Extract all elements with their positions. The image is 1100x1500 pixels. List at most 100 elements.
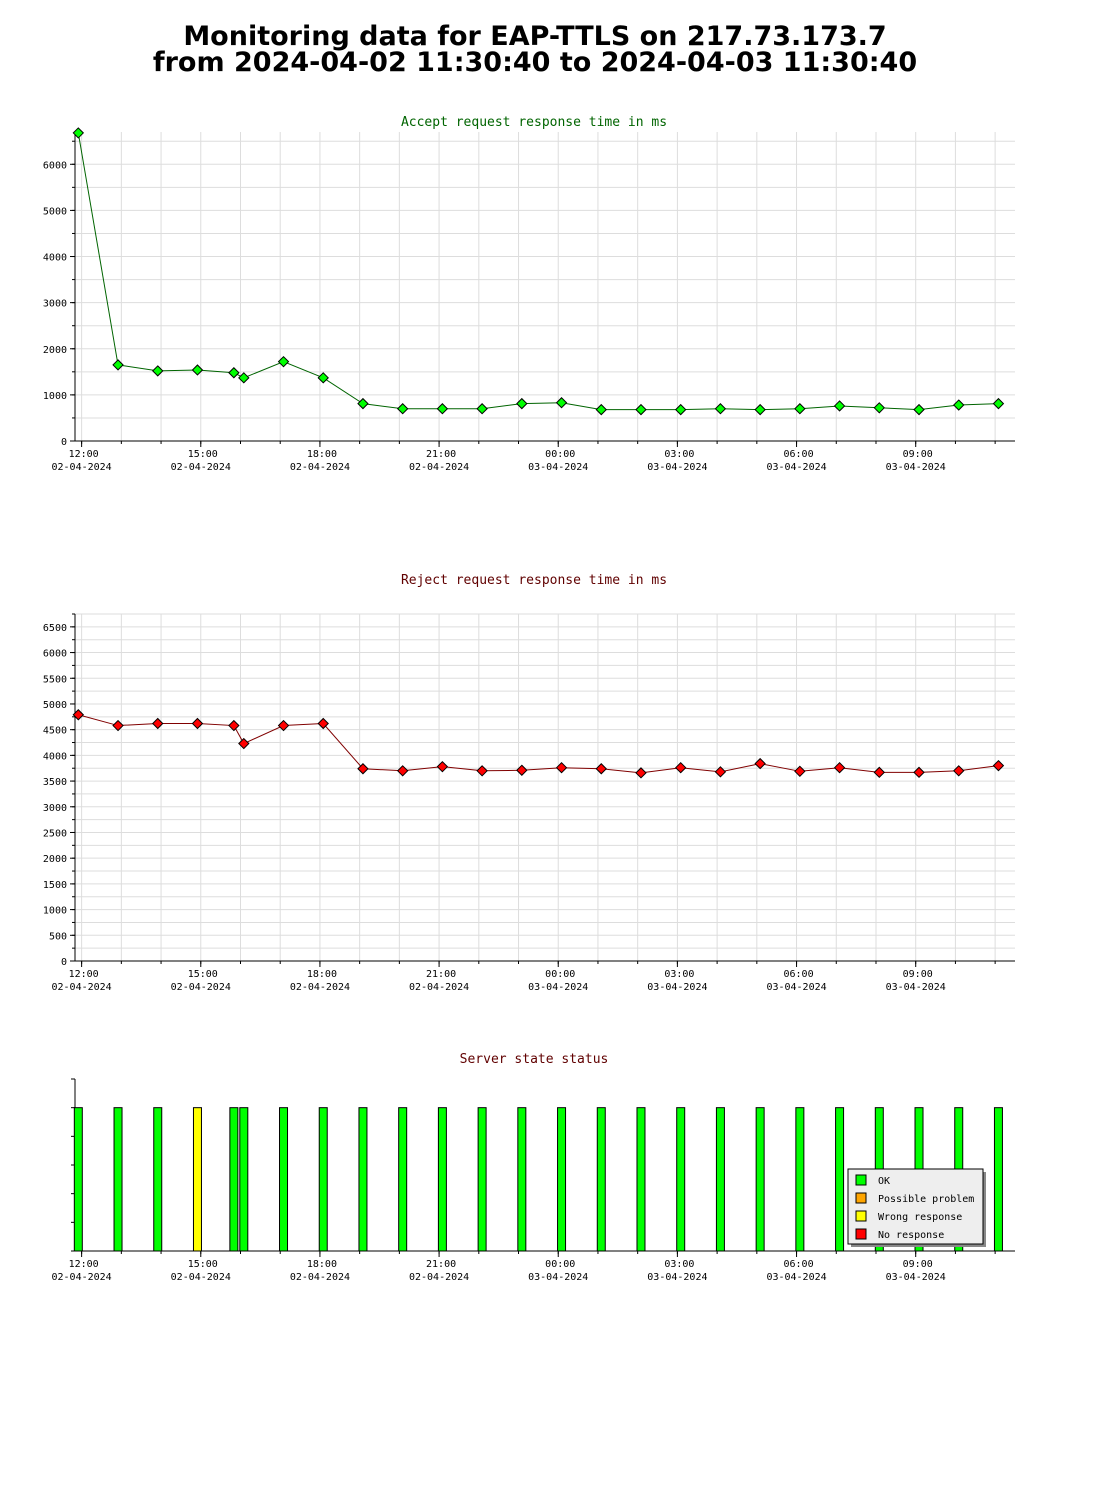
data-point (555, 762, 568, 774)
x-tick-label-time: 21:00 (426, 449, 456, 460)
x-tick-label-time: 00:00 (545, 449, 575, 460)
x-tick-label-time: 06:00 (783, 969, 813, 980)
x-tick-label-date: 03-04-2024 (886, 462, 946, 473)
y-tick-label: 6000 (43, 649, 67, 660)
status-bar (636, 1107, 646, 1252)
data-point (873, 402, 886, 414)
x-tick-label-time: 15:00 (188, 969, 218, 980)
data-point (953, 399, 965, 411)
data-point (595, 403, 607, 416)
status-bar (398, 1107, 408, 1252)
y-tick-label: 3000 (43, 299, 67, 310)
status-bar (113, 1107, 123, 1252)
data-point (152, 717, 164, 730)
data-point (228, 367, 240, 379)
data-point (238, 372, 250, 384)
x-tick-label-date: 02-04-2024 (171, 1272, 231, 1283)
data-point (277, 355, 290, 368)
x-tick-label-date: 02-04-2024 (290, 1272, 350, 1283)
x-tick-label-date: 03-04-2024 (766, 462, 826, 473)
status-bar (517, 1107, 527, 1252)
y-tick-label: 4000 (43, 751, 67, 762)
data-point (152, 365, 164, 377)
data-point (357, 763, 369, 775)
data-point (833, 762, 846, 774)
data-point (112, 359, 124, 371)
data-point (112, 719, 124, 732)
x-tick-label-time: 09:00 (903, 1259, 933, 1270)
reject-chart-title: Reject request response time in ms (401, 573, 667, 588)
x-tick-label-date: 03-04-2024 (647, 1272, 707, 1283)
x-tick-label-time: 18:00 (307, 1259, 337, 1270)
accept-chart-title: Accept request response time in ms (401, 115, 667, 130)
data-point (992, 759, 1005, 772)
x-tick-label-time: 06:00 (783, 1259, 813, 1270)
data-point (317, 372, 329, 384)
x-tick-label-date: 03-04-2024 (766, 1272, 826, 1283)
data-point (595, 763, 607, 775)
status-chart: 12:00 02-04-2024 15:00 02-04-2024 18:00 02-04… (52, 1078, 1015, 1283)
x-tick-label-date: 03-04-2024 (528, 462, 588, 473)
x-tick-label-time: 03:00 (664, 449, 694, 460)
data-point (516, 397, 528, 410)
y-tick-label: 1500 (43, 880, 67, 891)
x-tick-label-time: 12:00 (69, 969, 99, 980)
data-point (476, 765, 488, 777)
data-point (238, 737, 250, 750)
y-tick-label: 2500 (43, 828, 67, 839)
x-tick-label-time: 00:00 (545, 1259, 575, 1270)
legend-label: Possible problem (878, 1194, 974, 1205)
status-bar (795, 1107, 805, 1252)
x-tick-label-date: 02-04-2024 (171, 982, 231, 993)
data-point (635, 403, 647, 416)
legend-label: No response (878, 1230, 944, 1241)
x-tick-label-date: 03-04-2024 (886, 982, 946, 993)
data-point (436, 760, 449, 773)
data-point (794, 403, 806, 415)
y-tick-label: 500 (49, 931, 67, 942)
status-bar (676, 1107, 686, 1252)
x-tick-label-date: 03-04-2024 (528, 982, 588, 993)
status-bar (755, 1107, 765, 1252)
x-tick-label-time: 09:00 (903, 969, 933, 980)
data-point (992, 397, 1005, 410)
x-tick-label-time: 21:00 (426, 969, 456, 980)
status-bar (557, 1107, 567, 1252)
data-point (754, 403, 766, 416)
data-point (476, 403, 488, 415)
data-point (72, 127, 85, 139)
x-tick-label-time: 09:00 (903, 449, 933, 460)
status-bar (153, 1107, 163, 1252)
data-point (674, 762, 687, 774)
y-tick-label: 3000 (43, 803, 67, 814)
x-tick-label-date: 03-04-2024 (528, 1272, 588, 1283)
accept-chart: 0 1000 2000 3000 4000 5000 6000 12:00 02-04-2024… (43, 127, 1015, 473)
y-tick-label: 5500 (43, 674, 67, 685)
y-tick-label: 2000 (43, 854, 67, 865)
x-tick-label-time: 12:00 (69, 449, 99, 460)
reject-chart: 0 500 1000 1500 2000 2500 3000 3500 4000 4500 5000… (43, 613, 1015, 993)
data-point (317, 717, 329, 730)
data-point (913, 403, 925, 416)
x-tick-label-date: 03-04-2024 (647, 462, 707, 473)
x-tick-label-time: 18:00 (307, 449, 337, 460)
x-tick-label-time: 21:00 (426, 1259, 456, 1270)
x-tick-label-date: 02-04-2024 (409, 1272, 469, 1283)
x-tick-label-date: 03-04-2024 (886, 1272, 946, 1283)
y-tick-label: 4500 (43, 726, 67, 737)
page-title-line-1: Monitoring data for EAP-TTLS on 217.73.1… (183, 21, 887, 52)
y-tick-label: 4000 (43, 253, 67, 264)
status-bar (596, 1107, 606, 1252)
status-bar (358, 1107, 368, 1252)
x-tick-label-time: 06:00 (783, 449, 813, 460)
data-point (436, 403, 449, 415)
y-tick-label: 5000 (43, 700, 67, 711)
status-bar (835, 1107, 845, 1252)
status-bar (993, 1107, 1003, 1252)
x-tick-label-date: 02-04-2024 (409, 982, 469, 993)
x-tick-label-time: 03:00 (664, 969, 694, 980)
data-point (953, 765, 965, 777)
page-title: Monitoring data for EAP-TTLS on 217.73.1… (0, 21, 1070, 76)
x-tick-label-date: 02-04-2024 (171, 462, 231, 473)
